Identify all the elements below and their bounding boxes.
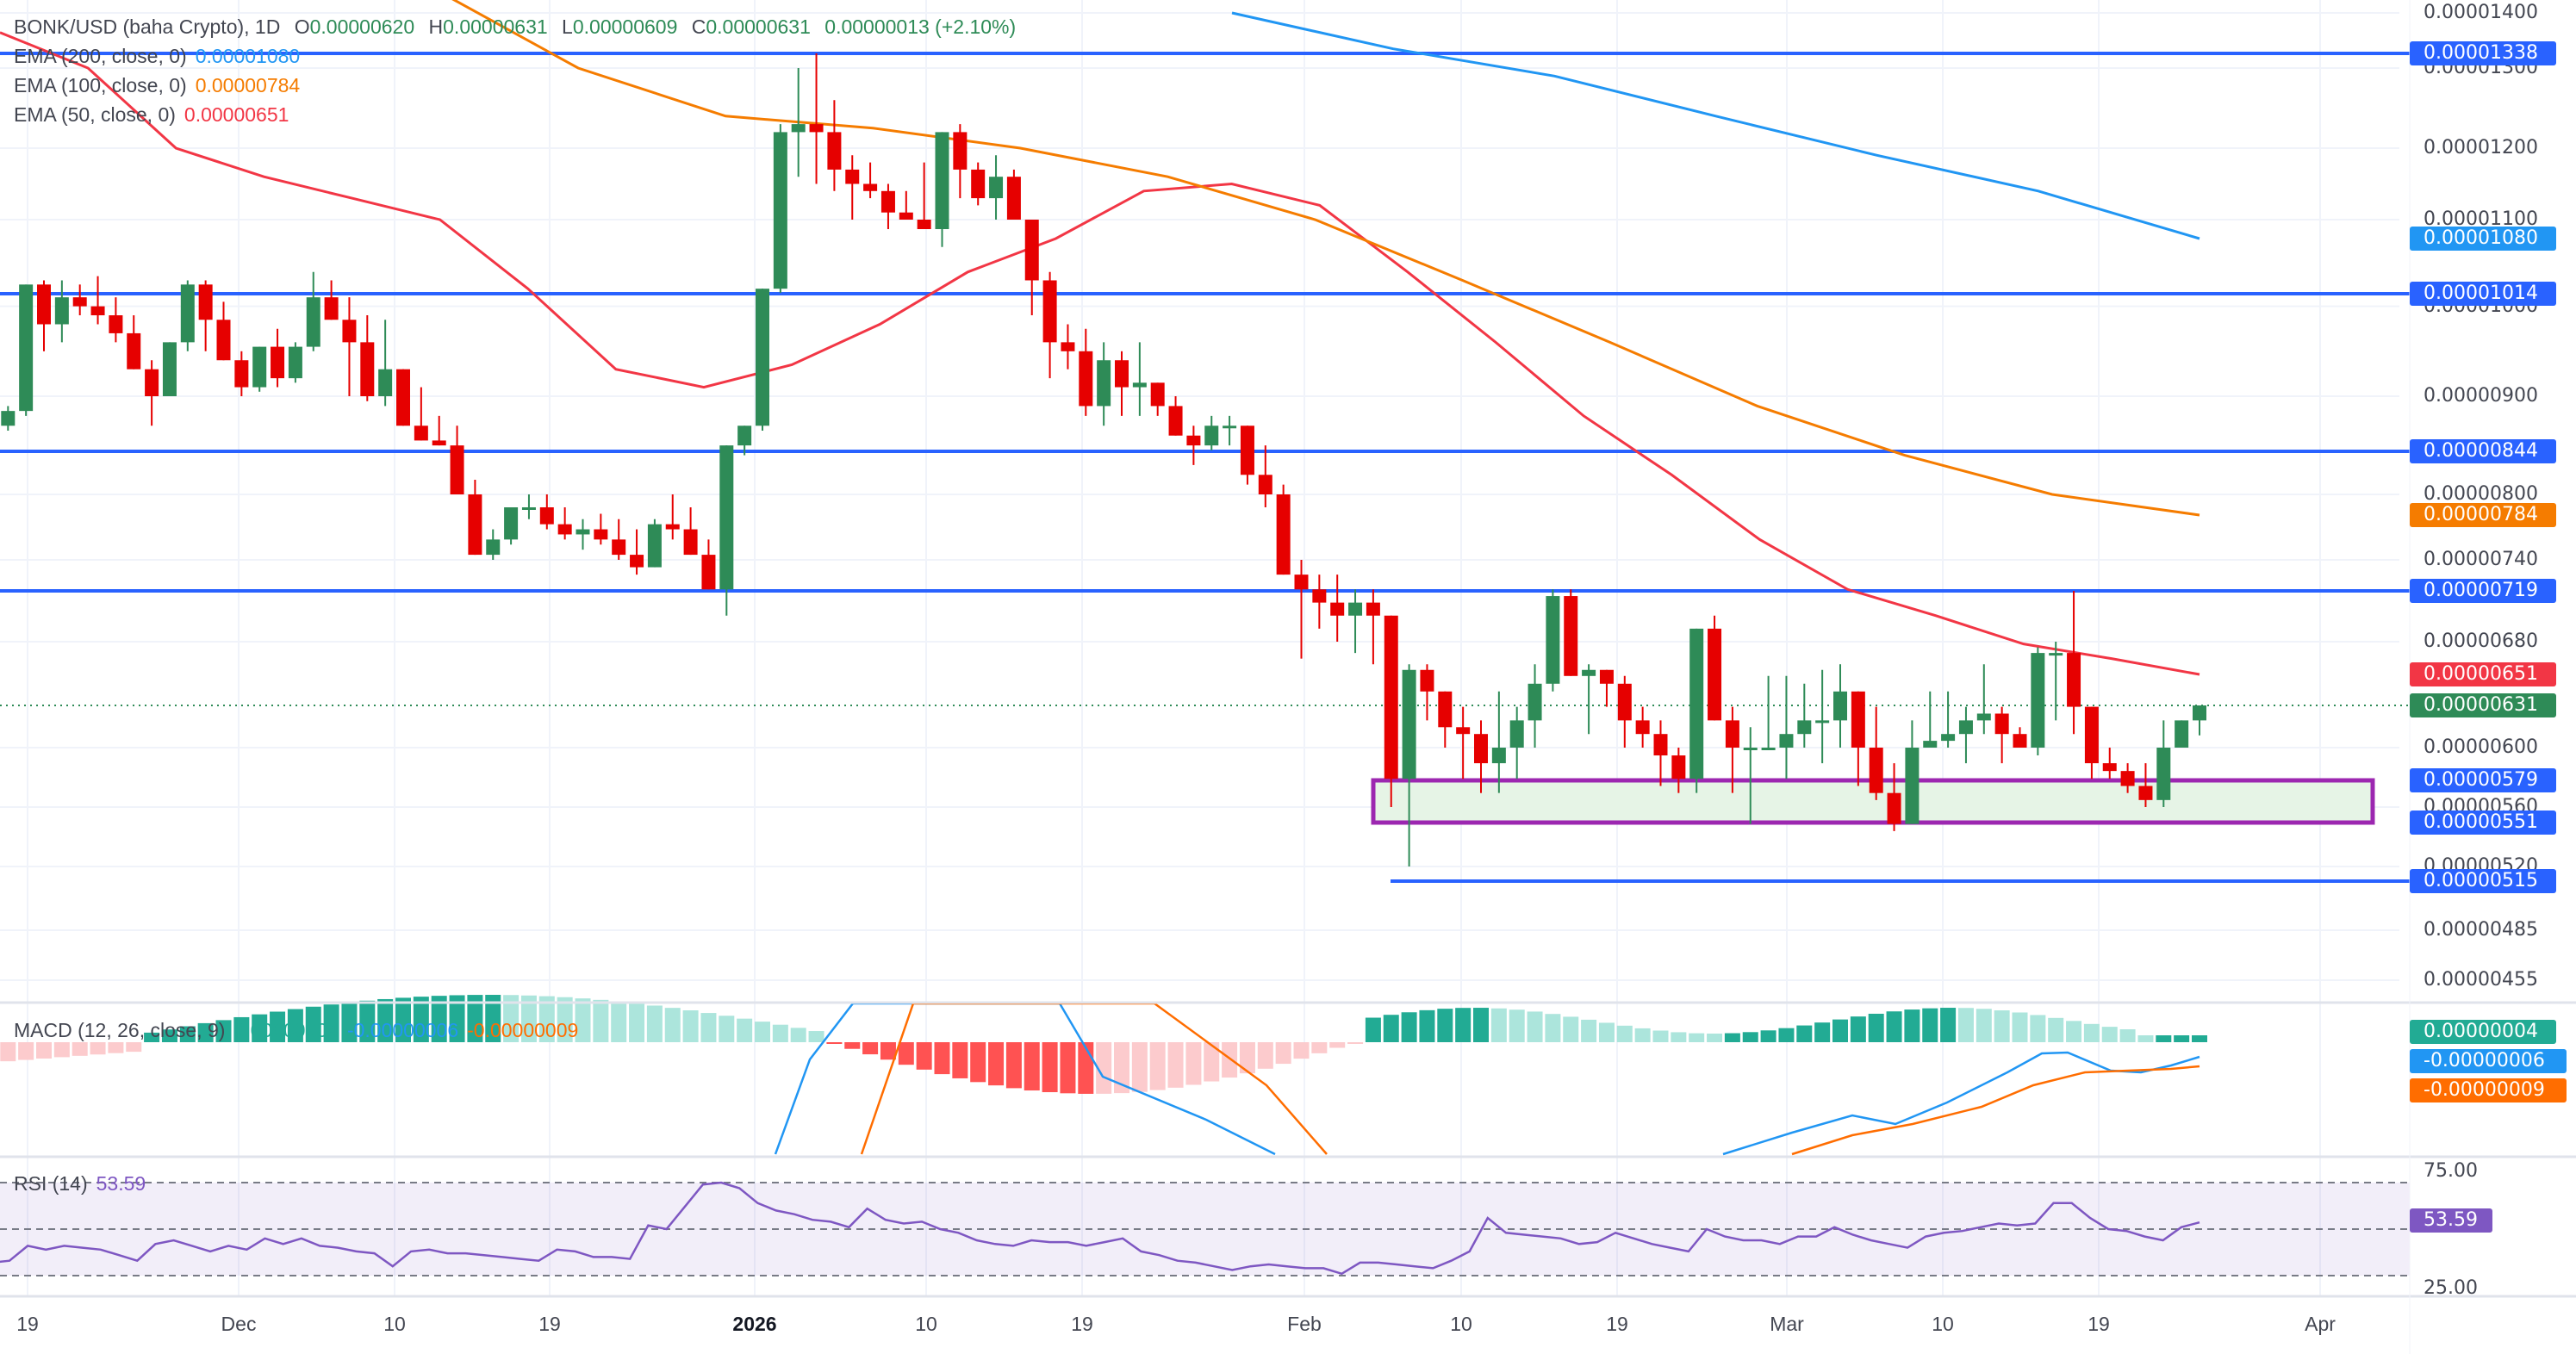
price-tick: 0.00000600 — [2424, 736, 2538, 758]
ema100-value: 0.00000784 — [195, 74, 301, 96]
price-tag: 0.00000784 — [2410, 503, 2556, 527]
price-tag: 0.00000515 — [2410, 869, 2556, 893]
rsi-tag: 53.59 — [2410, 1208, 2492, 1233]
time-tick: 10 — [1932, 1313, 1954, 1335]
ema200-legend[interactable]: EMA (200, close, 0) 0.00001080 — [14, 45, 301, 67]
time-tick: 19 — [538, 1313, 561, 1335]
macd-tag: 0.00000004 — [2410, 1020, 2556, 1044]
price-tick: 0.00001200 — [2424, 137, 2538, 158]
time-tick: 19 — [16, 1313, 39, 1335]
change-value: 0.00000013 (+2.10%) — [824, 16, 1017, 38]
high-value: 0.00000631 — [443, 16, 548, 38]
time-tick: 10 — [383, 1313, 406, 1335]
ema-lines — [0, 0, 2200, 676]
price-tick: 0.00000455 — [2424, 969, 2538, 991]
macd-legend[interactable]: MACD (12, 26, close, 9) 0.00000004 -0.0000… — [14, 1019, 579, 1041]
price-tag: 0.00001338 — [2410, 41, 2556, 65]
time-tick: Apr — [2305, 1313, 2336, 1335]
macd-tag: -0.00000006 — [2410, 1049, 2567, 1073]
time-tick: 19 — [1606, 1313, 1628, 1335]
macd-value: -0.00000006 — [346, 1019, 459, 1041]
macd-hist-value: 0.00000004 — [233, 1019, 339, 1041]
price-tick: 0.00001400 — [2424, 2, 2538, 23]
rsi-value: 53.59 — [96, 1172, 146, 1195]
low-value: 0.00000609 — [572, 16, 678, 38]
time-tick: 10 — [915, 1313, 937, 1335]
price-tag: 0.00001014 — [2410, 282, 2556, 306]
horizontal-levels[interactable] — [0, 52, 2410, 883]
price-tick: 0.00000800 — [2424, 483, 2538, 505]
rsi-panel — [0, 1181, 2410, 1276]
price-tag: 0.00000651 — [2410, 662, 2556, 686]
close-value: 0.00000631 — [706, 16, 811, 38]
time-tick: Mar — [1770, 1313, 1804, 1335]
rsi-tick: 75.00 — [2424, 1160, 2478, 1182]
ema100-legend[interactable]: EMA (100, close, 0) 0.00000784 — [14, 74, 301, 96]
symbol-title[interactable]: BONK/USD (baha Crypto), 1D — [14, 16, 281, 38]
ema200-value: 0.00001080 — [195, 45, 301, 67]
symbol-legend: BONK/USD (baha Crypto), 1D O0.00000620 H… — [14, 16, 1017, 38]
time-tick: 19 — [1071, 1313, 1093, 1335]
time-tick: 10 — [1450, 1313, 1472, 1335]
price-tag: 0.00000844 — [2410, 439, 2556, 463]
price-tag: 0.00001080 — [2410, 227, 2556, 251]
price-tick: 0.00000485 — [2424, 919, 2538, 941]
price-tick: 0.00000900 — [2424, 385, 2538, 407]
ema50-value: 0.00000651 — [184, 103, 289, 126]
price-tick: 0.00000680 — [2424, 630, 2538, 652]
rsi-legend[interactable]: RSI (14) 53.59 — [14, 1172, 146, 1195]
price-tick: 0.00001100 — [2424, 208, 2538, 230]
grid-lines — [0, 0, 2399, 1296]
price-tick: 0.00000740 — [2424, 549, 2538, 570]
candlestick-series — [1, 53, 2206, 866]
open-value: 0.00000620 — [309, 16, 415, 38]
macd-tag: -0.00000009 — [2410, 1078, 2567, 1102]
price-tag: 0.00000579 — [2410, 768, 2556, 792]
price-tag: 0.00000631 — [2410, 693, 2556, 717]
time-tick: Dec — [221, 1313, 257, 1335]
price-tag: 0.00000551 — [2410, 811, 2556, 835]
rsi-tick: 25.00 — [2424, 1277, 2478, 1299]
time-tick: 2026 — [732, 1313, 777, 1335]
macd-signal-value: -0.00000009 — [467, 1019, 579, 1041]
time-tick: Feb — [1287, 1313, 1322, 1335]
time-tick: 19 — [2088, 1313, 2110, 1335]
price-tag: 0.00000719 — [2410, 579, 2556, 603]
ema50-legend[interactable]: EMA (50, close, 0) 0.00000651 — [14, 103, 289, 126]
